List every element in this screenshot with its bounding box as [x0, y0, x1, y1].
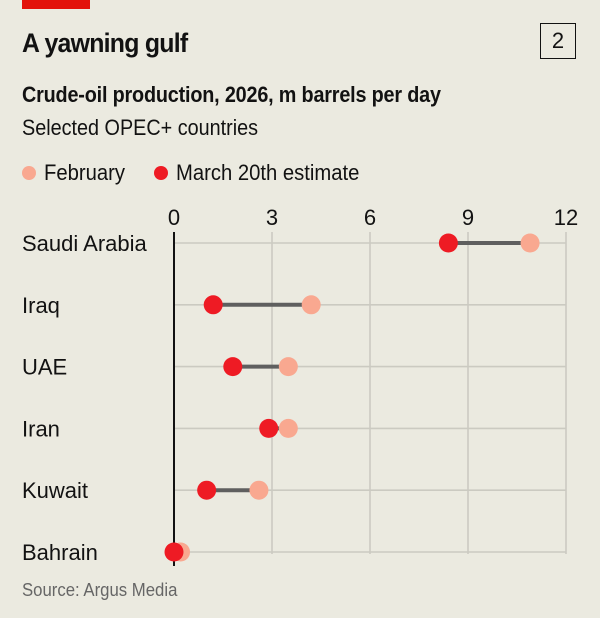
category-label: Iran	[22, 416, 60, 441]
category-label: Bahrain	[22, 540, 98, 565]
march-dot-icon	[154, 166, 169, 180]
category-label: Iraq	[22, 293, 60, 318]
category-label: UAE	[22, 355, 67, 380]
legend: February March 20th estimate	[22, 160, 397, 186]
february-point	[301, 295, 321, 315]
x-tick-label: 0	[168, 205, 180, 230]
chart-title: A yawning gulf	[22, 28, 188, 58]
x-tick-label: 12	[554, 205, 578, 230]
category-label: Saudi Arabia	[22, 231, 148, 256]
brand-red-bar	[22, 0, 90, 9]
legend-item-march: March 20th estimate	[154, 160, 375, 186]
february-point	[249, 480, 269, 500]
chart-subtitle-secondary: Selected OPEC+ countries	[22, 115, 259, 140]
february-point	[278, 357, 298, 377]
x-tick-label: 3	[266, 205, 278, 230]
march-point	[203, 295, 223, 315]
legend-label: March 20th estimate	[176, 160, 360, 185]
chart-number-badge: 2	[540, 23, 576, 59]
x-tick-label: 6	[364, 205, 376, 230]
march-point	[259, 418, 279, 438]
march-point	[438, 233, 458, 253]
february-point	[520, 233, 540, 253]
february-point	[278, 418, 298, 438]
source-note: Source: Argus Media	[22, 580, 178, 600]
march-point	[164, 542, 184, 562]
march-point	[223, 357, 243, 377]
x-tick-label: 9	[462, 205, 474, 230]
legend-item-february: February	[22, 160, 132, 186]
legend-label: February	[44, 160, 126, 185]
chart-subtitle: Crude-oil production, 2026, m barrels pe…	[22, 82, 441, 107]
february-dot-icon	[22, 166, 36, 180]
category-label: Kuwait	[22, 478, 88, 503]
march-point	[197, 480, 217, 500]
